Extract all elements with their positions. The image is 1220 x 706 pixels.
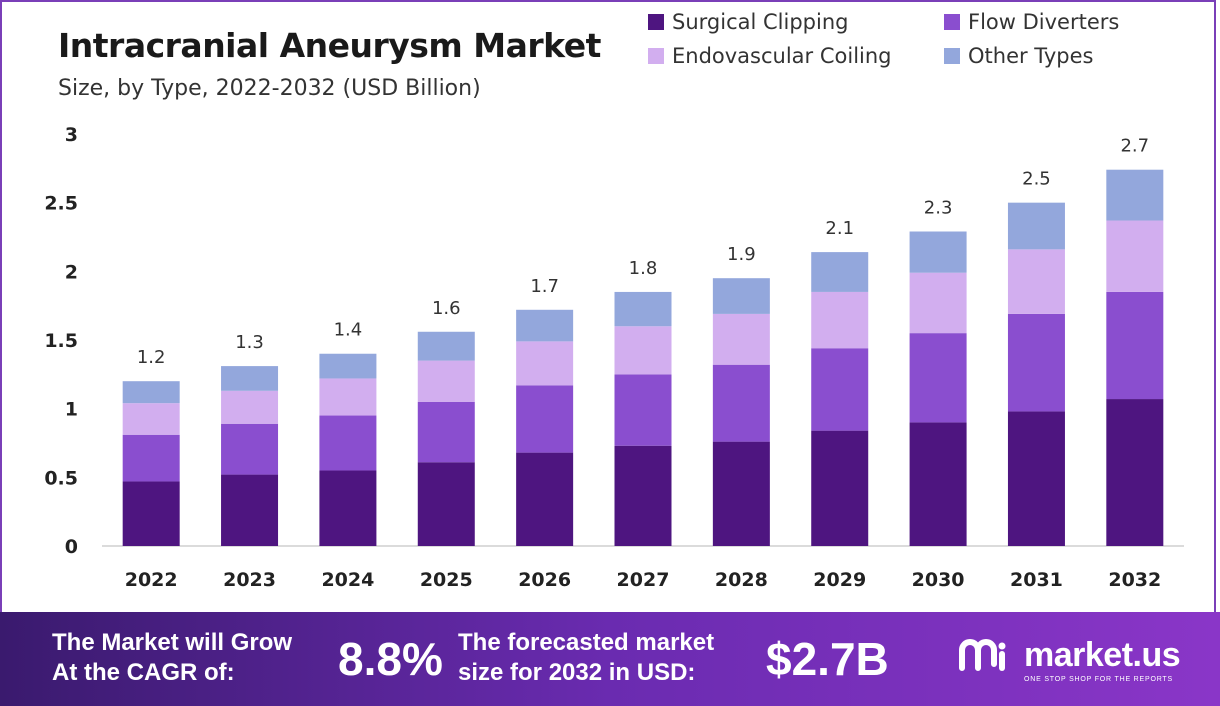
bar-segment-other-types <box>811 252 869 292</box>
bar-segment-flow-diverters <box>614 374 672 446</box>
bar-segment-flow-diverters <box>811 348 869 431</box>
y-tick-label: 1 <box>65 399 78 421</box>
legend-label-flow-diverters: Flow Diverters <box>968 10 1120 34</box>
bar-segment-endovascular-coiling <box>712 313 770 365</box>
bar-segment-endovascular-coiling <box>516 341 574 386</box>
bar-segment-flow-diverters <box>712 364 770 442</box>
y-tick-label: 2.5 <box>44 193 78 215</box>
legend-swatch-flow-diverters <box>944 14 960 30</box>
bar-segment-surgical-clipping <box>811 430 869 546</box>
bar-segment-other-types <box>1106 169 1164 221</box>
legend-item-surgical-clipping: Surgical Clipping <box>648 10 848 34</box>
x-tick-label: 2022 <box>125 569 178 591</box>
bar-segment-flow-diverters <box>417 401 475 463</box>
x-tick-label: 2027 <box>617 569 670 591</box>
footer-banner: The Market will Grow At the CAGR of: 8.8… <box>0 612 1220 706</box>
total-value-label: 1.3 <box>235 332 264 353</box>
y-tick-label: 0 <box>65 536 78 558</box>
bar-segment-other-types <box>319 353 377 379</box>
bar-segment-surgical-clipping <box>614 445 672 546</box>
bar-segment-endovascular-coiling <box>909 272 967 334</box>
total-value-label: 1.4 <box>334 320 363 341</box>
bar-segment-surgical-clipping <box>1106 399 1164 546</box>
bar-segment-surgical-clipping <box>221 474 279 546</box>
bar-segment-endovascular-coiling <box>122 403 180 435</box>
legend-swatch-endovascular-coiling <box>648 48 664 64</box>
bar-segment-endovascular-coiling <box>221 390 279 424</box>
bar-segment-flow-diverters <box>1106 291 1164 400</box>
bar-segment-surgical-clipping <box>319 470 377 546</box>
forecast-label: The forecasted market size for 2032 in U… <box>458 629 715 686</box>
x-tick-label: 2029 <box>813 569 866 591</box>
bar-segment-endovascular-coiling <box>1007 249 1065 314</box>
x-tick-label: 2026 <box>518 569 571 591</box>
bar-segment-flow-diverters <box>1007 313 1065 412</box>
x-tick-label: 2028 <box>715 569 768 591</box>
total-value-label: 2.1 <box>825 218 854 239</box>
legend-swatch-other-types <box>944 48 960 64</box>
bar-segment-flow-diverters <box>319 415 377 471</box>
x-tick-label: 2031 <box>1010 569 1063 591</box>
total-value-label: 1.2 <box>137 347 166 368</box>
x-tick-label: 2023 <box>223 569 276 591</box>
bar-segment-endovascular-coiling <box>417 360 475 402</box>
legend-item-other-types: Other Types <box>944 44 1093 68</box>
bar-chart: 0 0.5 1 1.5 2 2.5 3 1.2 2022 1.3 2023 1.4 2024 1.6 202… <box>44 124 1184 591</box>
chart-frame: Intracranial Aneurysm Market Size, by Ty… <box>0 0 1216 612</box>
x-tick-label: 2030 <box>912 569 965 591</box>
bar-segment-endovascular-coiling <box>1106 220 1164 292</box>
bar-segment-surgical-clipping <box>417 462 475 546</box>
total-value-label: 2.5 <box>1022 169 1051 190</box>
total-value-label: 1.6 <box>432 298 461 319</box>
cagr-value: 8.8% <box>338 633 443 685</box>
y-tick-label: 2 <box>65 261 78 283</box>
total-value-label: 1.9 <box>727 244 756 265</box>
bar-segment-flow-diverters <box>516 385 574 453</box>
market-us-logo-icon <box>959 639 1006 671</box>
bar-segment-surgical-clipping <box>122 481 180 546</box>
bar-segment-other-types <box>516 309 574 342</box>
legend-label-surgical-clipping: Surgical Clipping <box>672 10 849 34</box>
bar-segment-endovascular-coiling <box>319 378 377 416</box>
x-tick-label: 2032 <box>1108 569 1161 591</box>
bar-segment-other-types <box>909 231 967 273</box>
bar-segment-other-types <box>1007 202 1065 250</box>
bar-segment-flow-diverters <box>909 333 967 423</box>
chart-subtitle: Size, by Type, 2022-2032 (USD Billion) <box>58 76 481 101</box>
legend-swatch-surgical-clipping <box>648 14 664 30</box>
bar-segment-endovascular-coiling <box>811 291 869 349</box>
total-value-label: 2.3 <box>924 198 953 219</box>
bar-segment-surgical-clipping <box>1007 411 1065 546</box>
total-value-label: 2.7 <box>1120 136 1149 157</box>
y-tick-label: 3 <box>65 124 78 146</box>
x-tick-label: 2025 <box>420 569 473 591</box>
bar-segment-surgical-clipping <box>516 452 574 546</box>
legend-label-endovascular-coiling: Endovascular Coiling <box>672 44 892 68</box>
bar-segment-other-types <box>614 291 672 327</box>
brand-name: market.us <box>1024 636 1181 674</box>
brand-logo: market.us ONE STOP SHOP FOR THE REPORTS <box>958 634 1181 683</box>
forecast-value: $2.7B <box>766 633 889 685</box>
x-tick-label: 2024 <box>321 569 374 591</box>
legend: Surgical Clipping Flow Diverters Endovas… <box>648 10 1208 78</box>
bar-segment-flow-diverters <box>221 423 279 475</box>
bar-segment-other-types <box>712 278 770 314</box>
y-tick-label: 0.5 <box>44 467 78 489</box>
chart-title: Intracranial Aneurysm Market <box>58 26 601 65</box>
bar-segment-other-types <box>221 366 279 391</box>
bar-segment-surgical-clipping <box>909 422 967 546</box>
bar-segment-other-types <box>417 331 475 361</box>
y-tick-label: 1.5 <box>44 330 78 352</box>
bar-segment-endovascular-coiling <box>614 326 672 375</box>
cagr-label: The Market will Grow At the CAGR of: <box>52 629 293 686</box>
bar-segment-other-types <box>122 381 180 404</box>
total-value-label: 1.7 <box>530 276 559 297</box>
legend-label-other-types: Other Types <box>968 44 1094 68</box>
bar-segment-surgical-clipping <box>712 441 770 546</box>
bar-segment-flow-diverters <box>122 434 180 482</box>
legend-item-endovascular-coiling: Endovascular Coiling <box>648 44 892 68</box>
legend-item-flow-diverters: Flow Diverters <box>944 10 1119 34</box>
brand-tagline: ONE STOP SHOP FOR THE REPORTS <box>1024 676 1173 683</box>
total-value-label: 1.8 <box>629 258 658 279</box>
